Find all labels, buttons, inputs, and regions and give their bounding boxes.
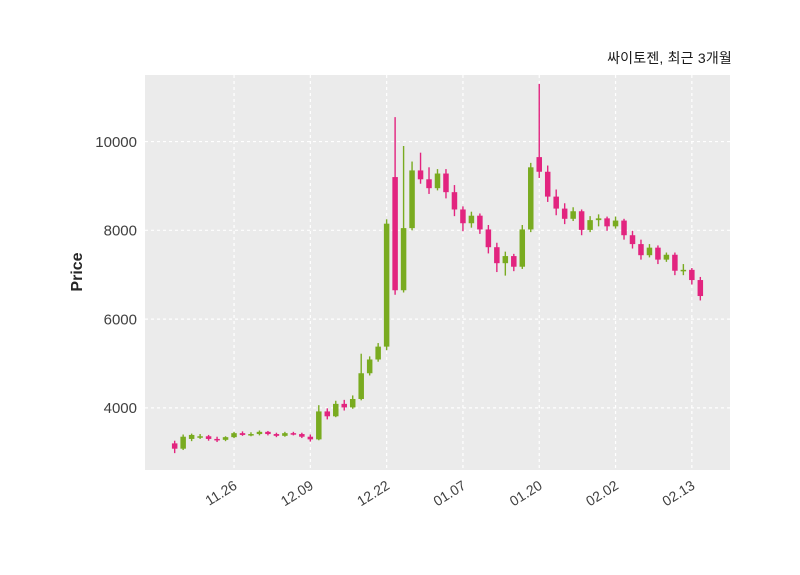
y-tick-label: 4000 bbox=[104, 400, 137, 417]
candle-body bbox=[570, 211, 576, 219]
candle-body bbox=[629, 235, 636, 245]
candle-body bbox=[544, 171, 551, 197]
candles bbox=[171, 83, 704, 454]
candle-body bbox=[519, 229, 526, 267]
candle-body bbox=[502, 256, 509, 264]
candle-body bbox=[528, 167, 534, 230]
candle-body bbox=[307, 436, 314, 440]
candle-body bbox=[400, 228, 407, 291]
candle-body bbox=[383, 223, 390, 347]
candle-body bbox=[536, 157, 542, 172]
candle-body bbox=[587, 220, 593, 230]
candle-body bbox=[477, 215, 483, 230]
candle-body bbox=[222, 437, 229, 440]
candle-body bbox=[358, 373, 364, 399]
candle-body bbox=[460, 209, 466, 224]
candle-body bbox=[392, 177, 398, 291]
candle-body bbox=[239, 433, 246, 435]
candle-body bbox=[621, 220, 627, 236]
plot-area bbox=[145, 75, 730, 470]
candle-body bbox=[256, 431, 263, 435]
candle-body bbox=[214, 438, 220, 441]
candle-body bbox=[299, 434, 305, 437]
x-tick-labels: 11.26 12.09 12.22 01.07 01.20 02.02 02.13 bbox=[202, 477, 697, 509]
y-tick-labels: 4000 6000 8000 10000 bbox=[95, 134, 137, 417]
y-tick-label: 10000 bbox=[95, 134, 137, 151]
candle-body bbox=[341, 403, 347, 408]
candle-body bbox=[663, 254, 670, 260]
candle-body bbox=[604, 218, 610, 227]
candle-body bbox=[197, 436, 203, 438]
chart-title: 싸이토젠, 최근 3개월 bbox=[607, 50, 732, 66]
candle-body bbox=[485, 229, 492, 248]
candle-body bbox=[188, 434, 195, 439]
x-tick-label: 01.07 bbox=[430, 477, 468, 509]
x-tick-label: 11.26 bbox=[202, 477, 239, 509]
candle-body bbox=[434, 173, 441, 189]
candle-body bbox=[282, 433, 288, 436]
candle-body bbox=[409, 170, 415, 229]
x-tick-label: 02.13 bbox=[659, 477, 697, 509]
candle-body bbox=[375, 346, 381, 360]
candle-body bbox=[248, 434, 254, 436]
candle-body bbox=[324, 411, 331, 417]
x-tick-label: 02.02 bbox=[583, 477, 621, 509]
candle-body bbox=[578, 211, 585, 230]
candle-body bbox=[273, 434, 280, 436]
candle-body bbox=[612, 220, 619, 227]
y-tick-label: 8000 bbox=[104, 223, 137, 240]
candle-body bbox=[333, 403, 339, 417]
candle-body bbox=[646, 247, 653, 256]
candle-body bbox=[426, 179, 432, 189]
candle-body bbox=[443, 173, 449, 193]
candle-body bbox=[655, 247, 661, 260]
candle-body bbox=[468, 215, 475, 224]
candle-body bbox=[290, 433, 297, 435]
candle-body bbox=[349, 398, 356, 408]
candle-body bbox=[638, 244, 644, 256]
candle-body bbox=[265, 431, 271, 435]
candle-body bbox=[180, 436, 186, 449]
candle-body bbox=[672, 254, 678, 271]
candle-body bbox=[171, 443, 178, 449]
x-tick-label: 12.22 bbox=[354, 477, 392, 509]
candle-body bbox=[451, 192, 458, 210]
candle-body bbox=[205, 436, 212, 439]
candle-body bbox=[366, 359, 373, 374]
y-tick-label: 6000 bbox=[104, 311, 137, 328]
candle-body bbox=[595, 218, 602, 221]
candle-body bbox=[553, 196, 559, 209]
candle-body bbox=[689, 269, 695, 281]
candle-body bbox=[561, 208, 568, 219]
candle-body bbox=[316, 411, 322, 440]
candle-body bbox=[697, 280, 704, 297]
candle-body bbox=[680, 269, 687, 272]
x-tick-label: 12.09 bbox=[278, 477, 316, 509]
candle-body bbox=[494, 247, 500, 264]
candle-body bbox=[511, 256, 517, 267]
gridlines bbox=[145, 75, 730, 470]
x-tick-label: 01.20 bbox=[507, 477, 545, 509]
candle-body bbox=[231, 433, 237, 438]
candle-body bbox=[417, 170, 424, 180]
